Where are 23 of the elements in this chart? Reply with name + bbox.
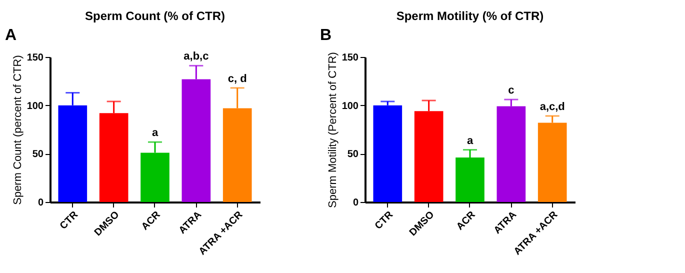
y-tick-label: 150 bbox=[26, 52, 44, 64]
annotation: a,b,c bbox=[184, 50, 209, 63]
bar bbox=[373, 105, 402, 202]
chart-title: Sperm Count (% of CTR) bbox=[85, 9, 225, 23]
y-tick-label: 100 bbox=[342, 100, 359, 112]
annotation: c, d bbox=[228, 72, 247, 85]
annotation: a bbox=[466, 134, 474, 147]
annotation: a bbox=[152, 127, 159, 140]
y-axis-title: Sperm Motility (Percent of CTR) bbox=[326, 52, 339, 208]
y-tick-label: 50 bbox=[347, 149, 359, 160]
y-tick-label: 150 bbox=[342, 52, 359, 64]
annotation: c bbox=[508, 84, 514, 97]
x-tick-label: CTR bbox=[373, 208, 396, 232]
chart-title: Sperm Motility (% of CTR) bbox=[396, 9, 544, 23]
y-tick-label: 50 bbox=[32, 149, 44, 160]
y-tick-label: 0 bbox=[38, 198, 44, 208]
annotation: a,c,d bbox=[540, 100, 565, 113]
y-axis-title: Sperm Count (percent of CTR) bbox=[12, 55, 24, 205]
text: A bbox=[5, 27, 17, 44]
text: B bbox=[320, 27, 332, 44]
x-tick-label: CTR bbox=[58, 208, 81, 232]
y-tick-label: 0 bbox=[352, 198, 359, 208]
y-tick-label: 100 bbox=[26, 100, 44, 112]
